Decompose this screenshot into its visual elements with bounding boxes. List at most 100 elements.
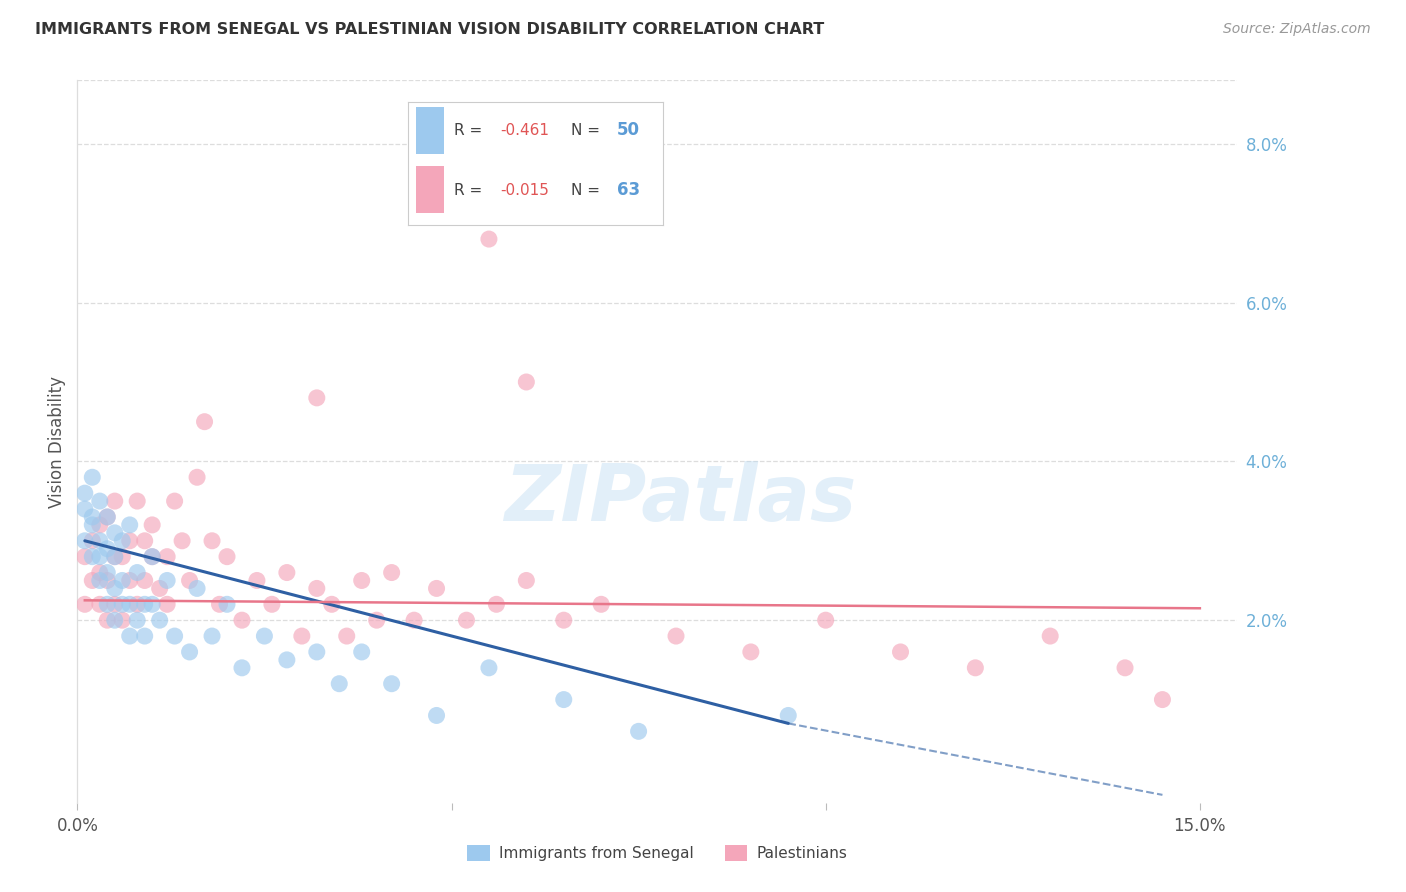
Point [118,517,141,532]
Point [515,375,537,389]
Point [381,566,404,580]
Point [134,574,156,588]
Point [118,574,141,588]
Text: ZIPatlas: ZIPatlas [505,461,856,537]
Point [127,494,149,508]
Point [82,574,104,588]
Point [478,661,501,675]
Point [104,597,127,611]
Point [186,582,208,596]
Point [553,692,575,706]
Point [193,415,215,429]
Point [73,486,96,500]
Point [89,574,111,588]
Point [111,574,134,588]
Point [328,676,350,690]
Point [89,494,111,508]
Point [141,549,163,564]
Point [127,597,149,611]
Point [246,574,269,588]
Point [89,549,111,564]
Point [82,470,104,484]
Point [179,645,201,659]
Point [163,629,186,643]
Point [118,597,141,611]
Point [96,597,118,611]
Point [350,574,373,588]
Point [172,533,194,548]
Point [82,533,104,548]
Point [404,613,426,627]
Point [73,597,96,611]
Point [104,549,127,564]
Point [276,653,298,667]
Point [965,661,987,675]
Point [104,549,127,564]
Point [627,724,650,739]
Point [118,629,141,643]
Point [111,549,134,564]
Point [89,533,111,548]
Point [111,613,134,627]
Point [134,533,156,548]
Point [118,533,141,548]
Point [665,629,688,643]
Point [82,549,104,564]
Point [96,541,118,556]
Point [149,582,172,596]
Point [276,566,298,580]
Point [96,613,118,627]
Point [485,597,508,611]
Point [215,549,238,564]
Point [186,470,208,484]
Point [82,510,104,524]
Point [208,597,231,611]
Point [305,582,328,596]
Legend: Immigrants from Senegal, Palestinians: Immigrants from Senegal, Palestinians [461,839,853,867]
Point [1114,661,1136,675]
Point [478,232,501,246]
Point [156,597,179,611]
Point [814,613,837,627]
Y-axis label: Vision Disability: Vision Disability [48,376,66,508]
Text: Source: ZipAtlas.com: Source: ZipAtlas.com [1223,22,1371,37]
Point [156,549,179,564]
Point [82,517,104,532]
Point [515,574,537,588]
Point [96,510,118,524]
Point [104,525,127,540]
Point [1039,629,1062,643]
Point [231,661,253,675]
Point [201,629,224,643]
Point [89,597,111,611]
Point [104,494,127,508]
Point [291,629,314,643]
Point [134,629,156,643]
Point [89,566,111,580]
Point [456,613,478,627]
Point [104,582,127,596]
Point [305,391,328,405]
Point [553,613,575,627]
Point [104,613,127,627]
Point [1152,692,1174,706]
Text: IMMIGRANTS FROM SENEGAL VS PALESTINIAN VISION DISABILITY CORRELATION CHART: IMMIGRANTS FROM SENEGAL VS PALESTINIAN V… [35,22,824,37]
Point [321,597,343,611]
Point [156,574,179,588]
Point [73,502,96,516]
Point [201,533,224,548]
Point [96,510,118,524]
Point [96,574,118,588]
Point [96,566,118,580]
Point [253,629,276,643]
Point [89,517,111,532]
Point [215,597,238,611]
Point [425,582,447,596]
Point [381,676,404,690]
Point [260,597,283,611]
Point [73,549,96,564]
Point [231,613,253,627]
Point [134,597,156,611]
Point [141,549,163,564]
Point [425,708,447,723]
